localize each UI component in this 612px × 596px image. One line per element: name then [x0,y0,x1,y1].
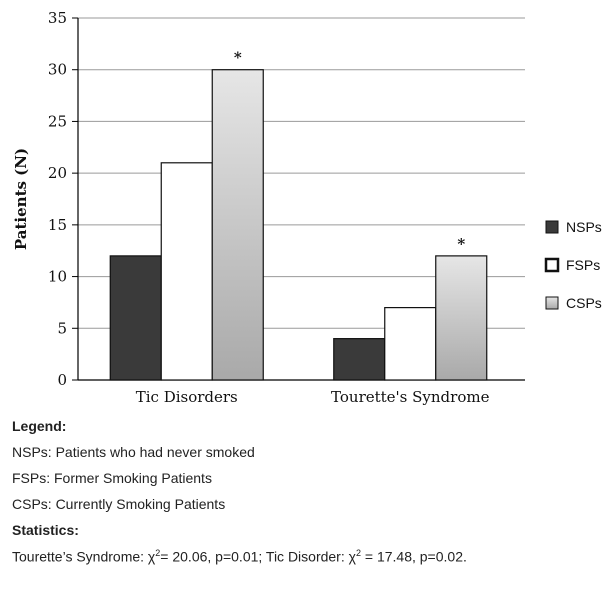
bar-csps-1 [435,255,488,381]
significance-marker: * [457,235,465,253]
legend-swatch-nsps [545,220,559,234]
y-tick-label: 25 [48,112,67,130]
y-tick-label: 20 [48,164,67,182]
legend-swatch-fsps [544,257,560,273]
stats-td-exponent: 2 [355,548,361,558]
legend-heading: Legend: [12,418,67,434]
significance-marker: * [234,49,242,67]
x-category-label: Tourette's Syndrome [331,388,490,406]
y-tick-label: 10 [48,268,67,286]
bar-csps-0 [211,69,264,381]
legend-label-csps: CSPs [566,295,602,311]
stats-td-value: = 17.48, p=0.02. [361,548,467,565]
y-tick-label: 15 [48,216,67,234]
stats-ts-exponent: 2 [155,548,161,558]
y-tick-label: 35 [48,9,67,27]
y-tick-label: 0 [57,371,67,389]
bar-chart: 0 5 10 15 20 25 30 35 Patients (N) * Tic Disorders… [12,9,602,406]
bar-nsps-1 [333,338,386,381]
y-axis-label: Patients (N) [12,148,30,250]
statistics-heading: Statistics: [12,522,79,538]
legend-line-fsps: FSPs: Former Smoking Patients [12,470,212,486]
legend-line-nsps: NSPs: Patients who had never smoked [12,444,255,460]
chart-notes: Legend: NSPs: Patients who had never smo… [12,418,608,575]
bar-fsps-1 [384,307,437,381]
legend-label-fsps: FSPs [566,257,600,273]
stats-ts-label: Tourette’s Syndrome: χ [12,548,156,565]
bar-nsps-0 [109,255,162,381]
bar-fsps-0 [160,162,213,381]
legend-label-nsps: NSPs [566,219,602,235]
statistics-line: Tourette’s Syndrome: χ2= 20.06, p=0.01; … [12,548,608,565]
y-tick-label: 5 [57,319,67,337]
x-category-label: Tic Disorders [136,388,238,406]
y-tick-label: 30 [48,61,67,79]
legend-line-csps: CSPs: Currently Smoking Patients [12,496,226,512]
stats-ts-value: = 20.06, p=0.01; Tic Disorder: χ [160,548,356,565]
legend-swatch-csps [545,296,559,310]
